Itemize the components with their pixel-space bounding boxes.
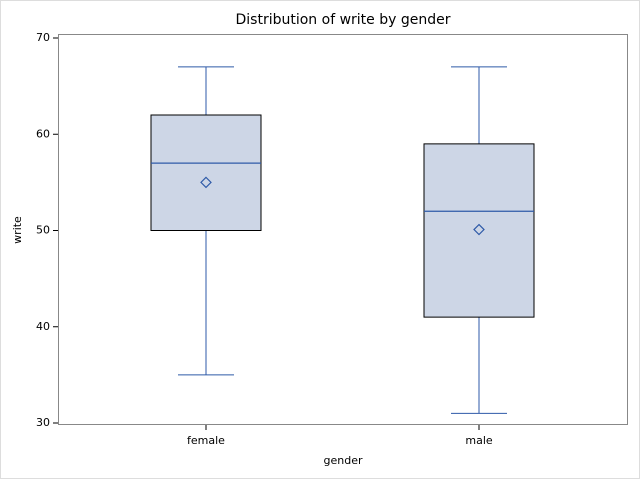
y-tick-label: 30 [36, 416, 50, 429]
y-tick-label: 70 [36, 31, 50, 44]
box [423, 143, 535, 318]
x-tick-label: male [465, 434, 493, 447]
x-axis-label: gender [324, 454, 363, 467]
y-tick-label: 50 [36, 224, 50, 237]
box [150, 114, 262, 231]
plot-frame [58, 34, 628, 425]
mean-marker [200, 176, 212, 189]
y-tick-label: 40 [36, 320, 50, 333]
x-tick-label: female [187, 434, 225, 447]
y-tick-label: 60 [36, 127, 50, 140]
chart-title: Distribution of write by gender [236, 12, 451, 28]
mean-marker [473, 223, 485, 236]
y-axis-label: write [11, 216, 24, 244]
